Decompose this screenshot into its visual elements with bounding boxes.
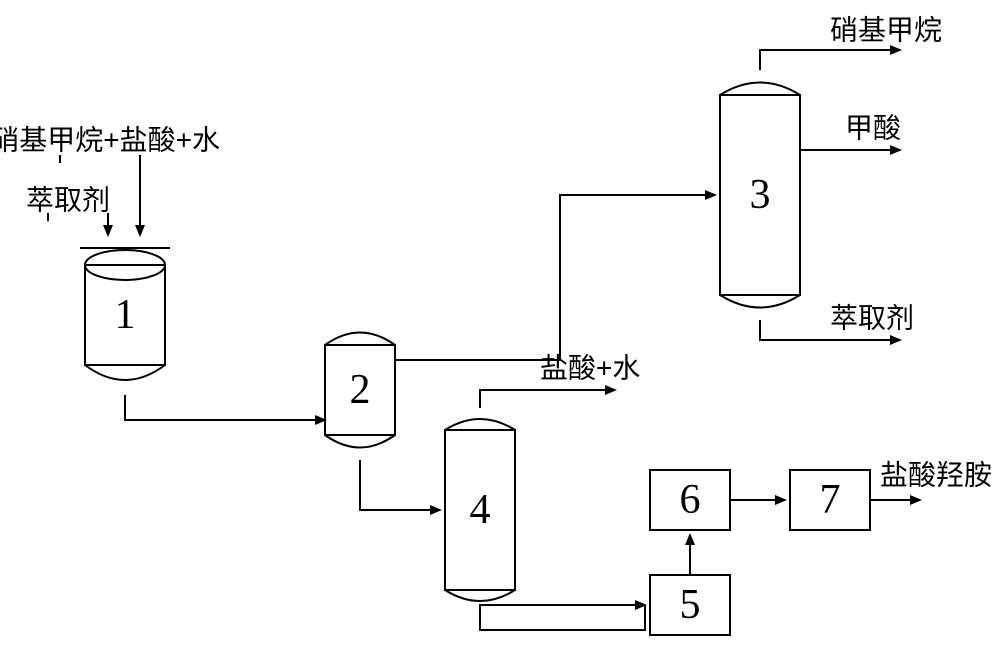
flow-4-to-5-v [480,605,645,612]
flow-2-to-4 [360,460,440,510]
flow-4-top [480,390,615,408]
process-flow-diagram: 硝基甲烷+盐酸+水 萃取剂 1 2 3 [0,0,1000,665]
node-6-label: 6 [680,477,701,523]
node-7-box: 7 [790,470,870,530]
col3-top-label: 硝基甲烷 [830,15,942,46]
col3-mid-label: 甲酸 [845,113,901,144]
node-4-column: 4 [445,419,515,601]
node-4-label: 4 [470,487,491,533]
node-5-box: 5 [650,575,730,635]
node-1-label: 1 [115,292,136,338]
node-5-label: 5 [680,582,701,628]
node-3-column: 3 [720,83,800,308]
feed1-label: 硝基甲烷+盐酸+水 [0,125,220,156]
flow-3-top [760,50,900,70]
flow-1-to-2-h [125,395,315,420]
col4-top-label: 盐酸+水 [540,353,640,384]
node-7-label: 7 [820,477,841,523]
col3-bot-label: 萃取剂 [830,303,914,334]
node-2-separator: 2 [325,333,395,448]
node-3-label: 3 [750,172,771,218]
final-output-label: 盐酸羟胺 [880,460,992,491]
flow-4-to-5-path [480,605,645,630]
flow-2-to-3 [395,195,715,360]
node-6-box: 6 [650,470,730,530]
feed2-label: 萃取剂 [26,185,110,216]
node-1-reactor: 1 [80,248,170,380]
node-2-label: 2 [350,367,371,413]
